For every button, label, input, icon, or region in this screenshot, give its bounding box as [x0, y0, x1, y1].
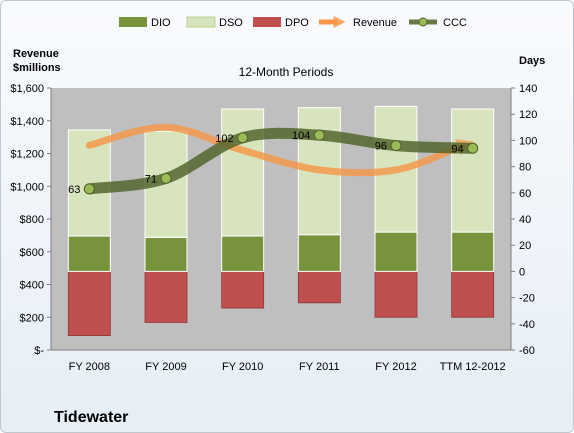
- legend-item-dpo: DPO: [253, 17, 309, 29]
- bar-dio: [374, 231, 418, 272]
- legend-label-dso: DSO: [219, 17, 243, 29]
- left-axis-tick-label: $1,000: [10, 181, 44, 193]
- bar-dso: [451, 108, 495, 233]
- lines-layer: 63 71 102 104 96 94: [68, 123, 479, 196]
- left-axis-tick-label: $200: [20, 312, 44, 324]
- bar-dpo: [144, 270, 188, 323]
- x-axis-tick-label: FY 2008: [69, 361, 110, 373]
- x-axis-tick-label: FY 2010: [222, 361, 263, 373]
- legend-label-revenue: Revenue: [353, 17, 397, 29]
- left-axis-tick-label: $1,400: [10, 116, 44, 128]
- bar-dpo: [221, 270, 265, 309]
- ccc-point: [160, 172, 172, 184]
- bar-dpo: [67, 270, 111, 336]
- left-axis-tick-label: $800: [20, 214, 44, 226]
- left-axis-tick-label: $1,200: [10, 149, 44, 161]
- bar-dio: [297, 234, 341, 272]
- bar-dio: [451, 231, 495, 272]
- ccc-data-label: 96: [375, 141, 387, 153]
- right-axis-tick-label: 60: [519, 188, 531, 200]
- bar-dio: [144, 236, 188, 272]
- legend-swatch-dio: [119, 17, 147, 27]
- ccc-line: [83, 127, 479, 195]
- bar-dso: [221, 108, 265, 237]
- legend-label-dio: DIO: [151, 17, 171, 29]
- legend-swatch-dpo: [253, 17, 281, 27]
- right-axis-tick-label: 100: [519, 135, 537, 147]
- legend-swatch-dso: [186, 16, 216, 28]
- legend-item-revenue: Revenue: [319, 15, 397, 29]
- ccc-data-label: 104: [292, 130, 310, 142]
- left-axis-tick-label: $1,600: [10, 83, 44, 95]
- right-axis-title: Days: [519, 55, 545, 67]
- left-axis-tick-label: $400: [20, 280, 44, 292]
- revenue-line: [85, 123, 474, 177]
- left-axis-title-line1: Revenue: [13, 48, 59, 60]
- x-axis-tick-label: FY 2011: [299, 361, 340, 373]
- axes-layer: $- $200 $400 $600 $800 $1,000 $1,200 $1,400 $1,6…: [10, 83, 537, 373]
- company-name: Tidewater: [54, 409, 128, 426]
- x-axis-tick-label: TTM 12-2012: [440, 361, 506, 373]
- legend-item-ccc: CCC: [409, 17, 467, 29]
- ccc-data-label: 102: [215, 133, 233, 145]
- plot-area: [51, 88, 511, 350]
- legend-item-dio: DIO: [119, 17, 171, 29]
- left-axis-title-line2: $millions: [13, 62, 61, 74]
- x-axis-tick-label: FY 2009: [145, 361, 186, 373]
- ccc-point: [313, 129, 325, 141]
- legend-item-dso: DSO: [186, 16, 243, 29]
- right-axis-tick-label: 120: [519, 109, 537, 121]
- left-axis-tick-label: $-: [34, 345, 44, 357]
- legend-label-ccc: CCC: [443, 17, 467, 29]
- ccc-data-label: 71: [145, 173, 157, 185]
- right-axis-tick-label: 20: [519, 240, 531, 252]
- ccc-data-label: 63: [68, 184, 80, 196]
- x-axis-tick-label: FY 2012: [375, 361, 416, 373]
- chart-title: 12-Month Periods: [239, 65, 334, 79]
- bar-dpo: [374, 270, 418, 318]
- legend-swatch-ccc-marker: [418, 17, 428, 27]
- ccc-point: [390, 140, 402, 152]
- right-axis-tick-label: -40: [519, 319, 535, 331]
- right-axis-tick-label: 0: [519, 266, 525, 278]
- ccc-point: [467, 142, 479, 154]
- right-axis-tick-label: 80: [519, 162, 531, 174]
- right-axis-tick-label: 140: [519, 83, 537, 95]
- left-axis-tick-label: $600: [20, 247, 44, 259]
- bar-dpo: [451, 270, 495, 318]
- ccc-data-label: 94: [451, 143, 463, 155]
- right-axis-tick-label: 40: [519, 214, 531, 226]
- ccc-point: [83, 183, 95, 195]
- right-axis-tick-label: -60: [519, 345, 535, 357]
- legend-label-dpo: DPO: [285, 17, 309, 29]
- ccc-point: [237, 132, 249, 144]
- legend: DIO DSO DPO Revenue CCC: [119, 15, 467, 29]
- right-axis-tick-label: -20: [519, 293, 535, 305]
- bar-dio: [67, 235, 111, 272]
- bar-dio: [221, 235, 265, 272]
- bar-dpo: [297, 270, 341, 304]
